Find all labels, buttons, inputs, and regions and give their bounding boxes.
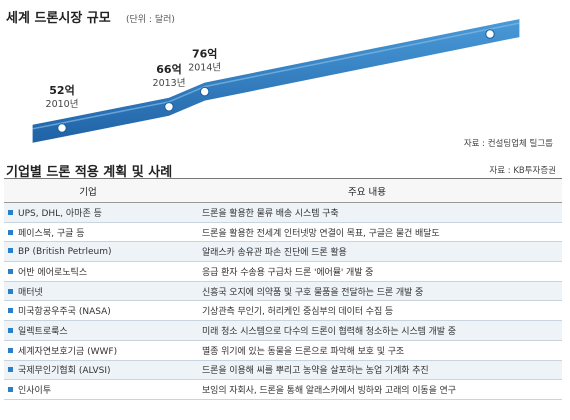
square-bullet-icon xyxy=(8,209,13,215)
column-header-content: 주요 내용 xyxy=(172,178,562,203)
company-cell: 매터넷 xyxy=(4,281,172,302)
square-bullet-icon xyxy=(8,347,13,353)
data-point-marker xyxy=(485,29,495,39)
content-cell: 응급 환자 수송용 구급차 드론 '에어뮬' 개발 중 xyxy=(172,261,562,282)
company-name: 미국항공우주국 (NASA) xyxy=(18,307,111,318)
content-cell: 보잉의 자회사, 드론을 통해 알래스카에서 빙하와 고래의 이동을 연구 xyxy=(172,379,562,400)
table-row: 인사이투 보잉의 자회사, 드론을 통해 알래스카에서 빙하와 고래의 이동을 연… xyxy=(4,379,562,400)
square-bullet-icon xyxy=(8,268,13,274)
content-cell: 미래 청소 시스템으로 다수의 드론이 협력해 청소하는 시스템 개발 중 xyxy=(172,320,562,341)
table-source: 자료 : KB투자증권 xyxy=(489,166,556,176)
content-cell: 신흥국 오지에 의약품 및 구호 물품을 전달하는 드론 개발 중 xyxy=(172,281,562,302)
company-name: BP (British Petrleum) xyxy=(18,246,112,257)
chart-title: 세계 드론시장 규모 xyxy=(6,10,111,26)
chart-source: 자료 : 컨설팅업체 틸그룹 xyxy=(464,138,553,149)
data-point-marker xyxy=(57,123,67,133)
series-ribbon xyxy=(32,19,520,143)
company-name: 세계자연보호기금 (WWF) xyxy=(18,346,118,357)
year-label: 2014년 xyxy=(188,63,221,74)
table-row: 페이스북, 구글 등 드론을 활용한 전세계 인터넷망 연결이 목표, 구글은 물… xyxy=(4,222,562,243)
square-bullet-icon xyxy=(8,327,13,333)
square-bullet-icon xyxy=(8,387,13,393)
table-row: BP (British Petrleum) 알래스카 송유관 파손 진단에 드론 … xyxy=(4,241,562,263)
table-row: UPS, DHL, 아마존 등 드론을 활용한 물류 배송 시스템 구축 xyxy=(4,202,562,223)
square-bullet-icon xyxy=(8,288,13,294)
table-row: 국제무인기협회 (ALVSI) 드론을 이용해 씨를 뿌리고 농약을 살포하는 농… xyxy=(4,360,562,381)
content-cell: 드론을 이용해 씨를 뿌리고 농약을 살포하는 농업 기계화 추진 xyxy=(172,360,562,381)
company-name: 인사이투 xyxy=(18,386,52,397)
company-cell: 미국항공우주국 (NASA) xyxy=(4,300,172,322)
data-point-marker xyxy=(199,86,210,97)
company-name: 국제무인기협회 (ALVSI) xyxy=(18,366,111,377)
drone-cases-table: 기업 주요 내용 UPS, DHL, 아마존 등 드론을 활용한 물류 배송 시스… xyxy=(4,178,562,400)
table-row: 매터넷 신흥국 오지에 의약품 및 구호 물품을 전달하는 드론 개발 중 xyxy=(4,281,562,302)
company-cell: UPS, DHL, 아마존 등 xyxy=(4,202,172,223)
company-cell: 일렉트로룩스 xyxy=(4,320,172,341)
company-name: 일렉트로룩스 xyxy=(18,326,68,337)
chart-unit: (단위 : 달러) xyxy=(126,13,175,25)
year-label: 2010년 xyxy=(46,99,79,110)
company-name: 페이스북, 구글 등 xyxy=(18,228,85,239)
company-cell: 세계자연보호기금 (WWF) xyxy=(4,340,172,361)
table-body: UPS, DHL, 아마존 등 드론을 활용한 물류 배송 시스템 구축 페이스북,… xyxy=(4,202,562,400)
column-header-company: 기업 xyxy=(4,178,172,203)
content-cell: 드론을 활용한 물류 배송 시스템 구축 xyxy=(172,202,562,223)
company-cell: BP (British Petrleum) xyxy=(4,241,172,263)
data-value-label: 76억 xyxy=(192,48,217,61)
content-cell: 알래스카 송유관 파손 진단에 드론 활용 xyxy=(172,241,562,263)
market-size-chart: 세계 드론시장 규모 (단위 : 달러) 52억 2010년 66억 2013년 76억… xyxy=(6,10,553,149)
table-row: 세계자연보호기금 (WWF) 멸종 위기에 있는 동물을 드론으로 파악해 보호 … xyxy=(4,340,562,361)
company-name: 매터넷 xyxy=(18,287,43,298)
table-title: 기업별 드론 적용 계획 및 사례 xyxy=(6,165,173,180)
series-highlight xyxy=(32,22,520,130)
company-name: 어반 에어로노틱스 xyxy=(18,267,88,278)
company-cell: 페이스북, 구글 등 xyxy=(4,222,172,243)
table-row: 어반 에어로노틱스 응급 환자 수송용 구급차 드론 '에어뮬' 개발 중 xyxy=(4,261,562,282)
content-cell: 드론을 활용한 전세계 인터넷망 연결이 목표, 구글은 물건 배달도 xyxy=(172,222,562,243)
year-label: 2013년 xyxy=(153,78,186,89)
company-cell: 국제무인기협회 (ALVSI) xyxy=(4,360,172,381)
square-bullet-icon xyxy=(8,247,13,253)
square-bullet-icon xyxy=(8,308,13,314)
data-value-label: 66억 xyxy=(156,63,181,76)
square-bullet-icon xyxy=(8,229,13,235)
square-bullet-icon xyxy=(8,367,13,373)
data-point-marker xyxy=(164,102,174,112)
table-row: 일렉트로룩스 미래 청소 시스템으로 다수의 드론이 협력해 청소하는 시스템 개… xyxy=(4,320,562,341)
company-cell: 인사이투 xyxy=(4,379,172,400)
data-value-label: 52억 xyxy=(49,84,74,97)
table-header-row: 기업 주요 내용 xyxy=(4,178,562,203)
content-cell: 기상관측 무인기, 허리케인 중심부의 데이터 수집 등 xyxy=(172,300,562,322)
plot-area: 52억2010년66억2013년76억2014년114억2022년(추정) xyxy=(32,19,520,143)
company-cell: 어반 에어로노틱스 xyxy=(4,261,172,282)
content-cell: 멸종 위기에 있는 동물을 드론으로 파악해 보호 및 구조 xyxy=(172,340,562,361)
table-row: 미국항공우주국 (NASA) 기상관측 무인기, 허리케인 중심부의 데이터 수집… xyxy=(4,300,562,322)
company-name: UPS, DHL, 아마존 등 xyxy=(18,208,102,219)
